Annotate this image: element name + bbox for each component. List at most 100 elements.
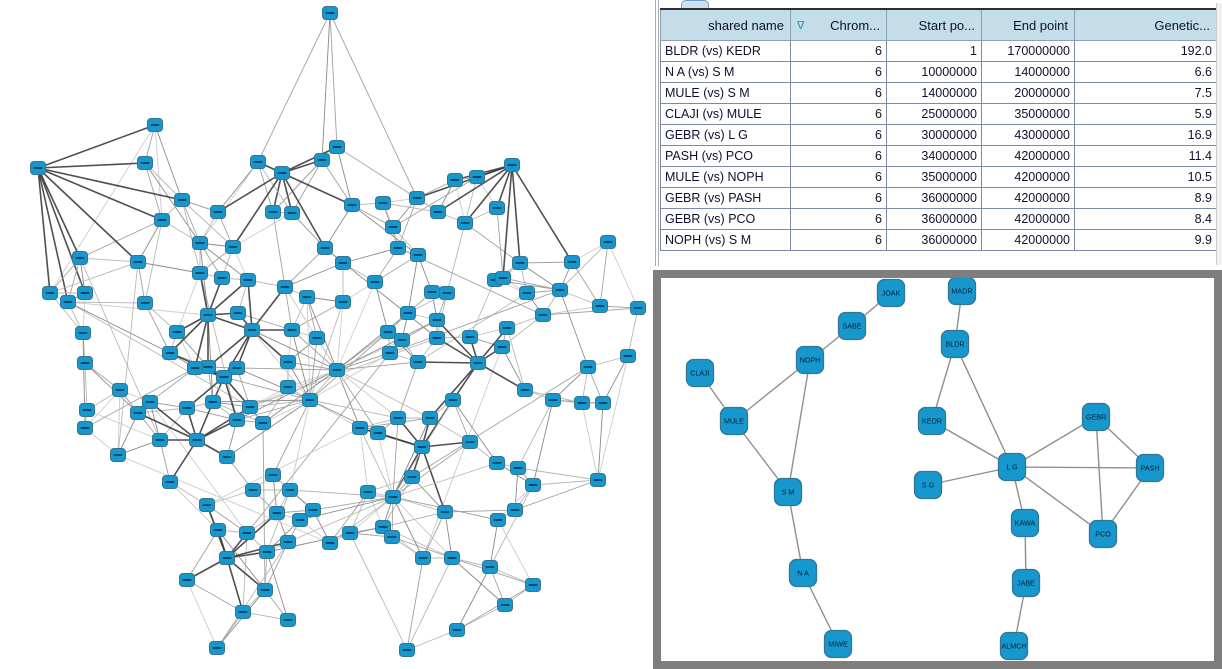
value-cell[interactable]: 8.9 — [1074, 187, 1217, 209]
value-cell[interactable]: 6 — [790, 82, 887, 104]
overview-network-view[interactable] — [0, 0, 655, 669]
value-cell[interactable]: 1 — [886, 40, 982, 62]
value-cell[interactable]: 16.9 — [1074, 124, 1217, 146]
graph-node-jabe[interactable] — [1011, 568, 1041, 598]
value-cell[interactable]: 42000000 — [981, 145, 1075, 167]
column-header-startpo[interactable]: Start po... — [886, 8, 982, 41]
value-cell[interactable]: 6 — [790, 187, 887, 209]
shared-name-cell[interactable]: MULE (vs) NOPH — [660, 166, 791, 188]
value-cell[interactable]: 6 — [790, 145, 887, 167]
value-cell[interactable]: 6 — [790, 229, 887, 251]
value-cell[interactable]: 6 — [790, 61, 887, 83]
graph-node-pco[interactable] — [1088, 519, 1118, 549]
shared-name-cell[interactable]: GEBR (vs) PCO — [660, 208, 791, 230]
table-row[interactable]: NOPH (vs) S M 6 36000000 42000000 9.9 — [660, 229, 1217, 251]
table-scrollbar[interactable] — [1216, 3, 1222, 265]
detail-network-view[interactable]: CLAJI MULE NOPH SABE JOAK S M N A MIWE MADR BLDR K… — [661, 278, 1214, 661]
value-cell[interactable]: 42000000 — [981, 166, 1075, 188]
value-cell[interactable]: 36000000 — [886, 208, 982, 230]
graph-node-gebr[interactable] — [1081, 402, 1111, 432]
table-row[interactable]: BLDR (vs) KEDR 6 1 170000000 192.0 — [660, 40, 1217, 62]
shared-name-cell[interactable]: PASH (vs) PCO — [660, 145, 791, 167]
value-cell[interactable]: 14000000 — [886, 82, 982, 104]
graph-node-almch[interactable] — [999, 631, 1029, 661]
value-cell[interactable]: 6 — [790, 166, 887, 188]
value-cell[interactable]: 36000000 — [886, 187, 982, 209]
graph-node-claji[interactable] — [685, 358, 715, 388]
filter-icon[interactable]: ∇ — [797, 19, 805, 32]
column-header-endpoint[interactable]: End point — [981, 8, 1075, 41]
value-cell[interactable]: 6.6 — [1074, 61, 1217, 83]
table-row[interactable]: GEBR (vs) PCO 6 36000000 42000000 8.4 — [660, 208, 1217, 230]
value-cell[interactable]: 7.5 — [1074, 82, 1217, 104]
node-label-smudge — [203, 314, 213, 316]
shared-name-cell[interactable]: MULE (vs) S M — [660, 82, 791, 104]
value-cell[interactable]: 9.9 — [1074, 229, 1217, 251]
value-cell[interactable]: 35000000 — [981, 103, 1075, 125]
shared-name-cell[interactable]: GEBR (vs) PASH — [660, 187, 791, 209]
node-label: S M — [782, 488, 795, 497]
graph-node-bldr[interactable] — [940, 329, 970, 359]
panel-divider — [658, 0, 659, 266]
graph-node-noph[interactable] — [795, 345, 825, 375]
column-header-genetic[interactable]: Genetic... — [1074, 8, 1217, 41]
table-row[interactable]: CLAJI (vs) MULE 6 25000000 35000000 5.9 — [660, 103, 1217, 125]
graph-node-lg[interactable] — [997, 452, 1027, 482]
value-cell[interactable]: 43000000 — [981, 124, 1075, 146]
table-row[interactable]: MULE (vs) S M 6 14000000 20000000 7.5 — [660, 82, 1217, 104]
graph-node-kawa[interactable] — [1010, 508, 1040, 538]
graph-node-sm[interactable] — [773, 477, 803, 507]
node-label-smudge — [432, 337, 442, 339]
network-edge — [389, 289, 561, 354]
value-cell[interactable]: 192.0 — [1074, 40, 1217, 62]
value-cell[interactable]: 42000000 — [981, 187, 1075, 209]
graph-node-miwe[interactable] — [823, 629, 853, 659]
table-row[interactable]: GEBR (vs) PASH 6 36000000 42000000 8.9 — [660, 187, 1217, 209]
value-cell[interactable]: 8.4 — [1074, 208, 1217, 230]
table-row[interactable]: PASH (vs) PCO 6 34000000 42000000 11.4 — [660, 145, 1217, 167]
value-cell[interactable]: 170000000 — [981, 40, 1075, 62]
value-cell[interactable]: 6 — [790, 208, 887, 230]
shared-name-cell[interactable]: GEBR (vs) L G — [660, 124, 791, 146]
column-header-sharedname[interactable]: shared name — [660, 8, 791, 41]
value-cell[interactable]: 30000000 — [886, 124, 982, 146]
graph-node-sabe[interactable] — [837, 311, 867, 341]
node-label-smudge — [245, 406, 255, 408]
value-cell[interactable]: 35000000 — [886, 166, 982, 188]
value-cell[interactable]: 6 — [790, 103, 887, 125]
graph-node-kedr[interactable] — [917, 406, 947, 436]
network-edge — [186, 407, 238, 421]
graph-node-madr[interactable] — [947, 278, 977, 306]
value-cell[interactable]: 36000000 — [886, 229, 982, 251]
graph-node-joak[interactable] — [876, 278, 906, 308]
value-cell[interactable]: 42000000 — [981, 208, 1075, 230]
value-cell[interactable]: 25000000 — [886, 103, 982, 125]
value-cell[interactable]: 42000000 — [981, 229, 1075, 251]
value-cell[interactable]: 5.9 — [1074, 103, 1217, 125]
table-row[interactable]: MULE (vs) NOPH 6 35000000 42000000 10.5 — [660, 166, 1217, 188]
node-label-smudge — [385, 352, 395, 354]
value-cell[interactable]: 6 — [790, 40, 887, 62]
shared-name-cell[interactable]: CLAJI (vs) MULE — [660, 103, 791, 125]
node-label-smudge — [448, 399, 458, 401]
value-cell[interactable]: 14000000 — [981, 61, 1075, 83]
graph-node-mule[interactable] — [719, 406, 749, 436]
value-cell[interactable]: 11.4 — [1074, 145, 1217, 167]
value-cell[interactable]: 6 — [790, 124, 887, 146]
graph-node-sg[interactable] — [913, 470, 943, 500]
shared-name-cell[interactable]: NOPH (vs) S M — [660, 229, 791, 251]
shared-name-cell[interactable]: N A (vs) S M — [660, 61, 791, 83]
value-cell[interactable]: 10000000 — [886, 61, 982, 83]
table-tab-stub[interactable] — [681, 0, 709, 9]
value-cell[interactable]: 10.5 — [1074, 166, 1217, 188]
shared-name-cell[interactable]: BLDR (vs) KEDR — [660, 40, 791, 62]
graph-node-na[interactable] — [788, 558, 818, 588]
graph-node-pash[interactable] — [1135, 453, 1165, 483]
value-cell[interactable]: 34000000 — [886, 145, 982, 167]
table-row[interactable]: N A (vs) S M 6 10000000 14000000 6.6 — [660, 61, 1217, 83]
node-label-smudge — [507, 164, 517, 166]
column-header-chrom[interactable]: ∇ Chrom... — [790, 8, 887, 41]
table-row[interactable]: GEBR (vs) L G 6 30000000 43000000 16.9 — [660, 124, 1217, 146]
node-label-smudge — [115, 389, 125, 391]
value-cell[interactable]: 20000000 — [981, 82, 1075, 104]
